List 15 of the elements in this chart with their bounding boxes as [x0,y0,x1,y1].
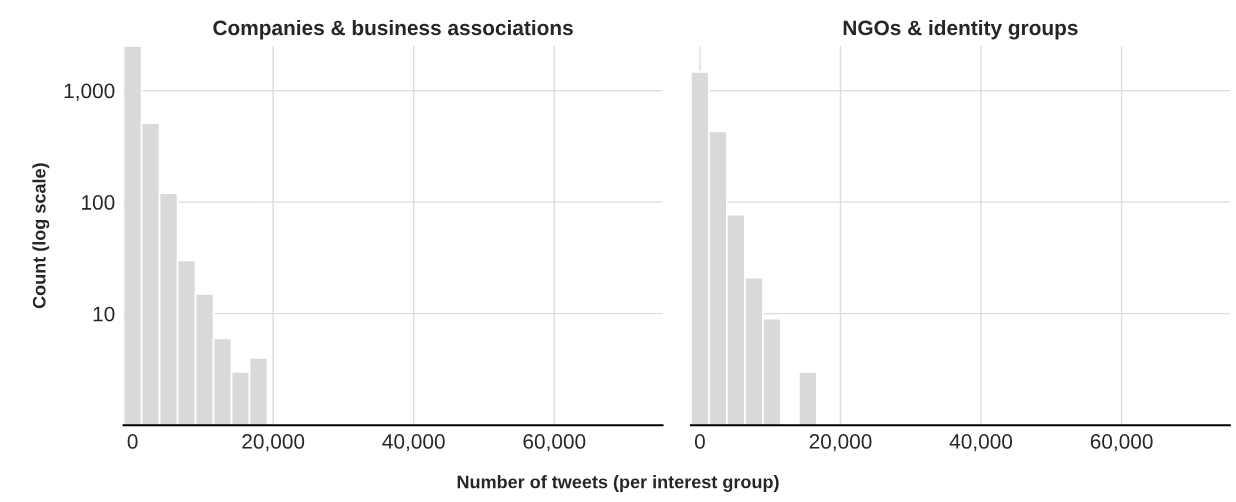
chart-title: Companies & business associations [213,19,573,40]
x-tick-label: 40,000 [949,434,1013,452]
y-tick-label: 100 [82,195,115,210]
y-tick-label: 1,000 [64,83,115,101]
x-axis-title: Number of tweets (per interest group) [457,475,779,492]
x-tick-label: 60,000 [523,434,586,452]
x-tick-label: 0 [694,434,705,449]
x-tick-label: 60,000 [1090,434,1153,452]
y-axis-title: Count (log scale) [32,163,50,309]
x-tick-label: 20,000 [809,434,872,452]
x-tick-label: 20,000 [242,434,305,452]
y-tick-label: 10 [93,306,115,322]
chart-title: NGOs & identity groups [843,19,1078,40]
x-tick-label: 40,000 [382,434,445,452]
x-tick-label: 0 [127,434,138,449]
